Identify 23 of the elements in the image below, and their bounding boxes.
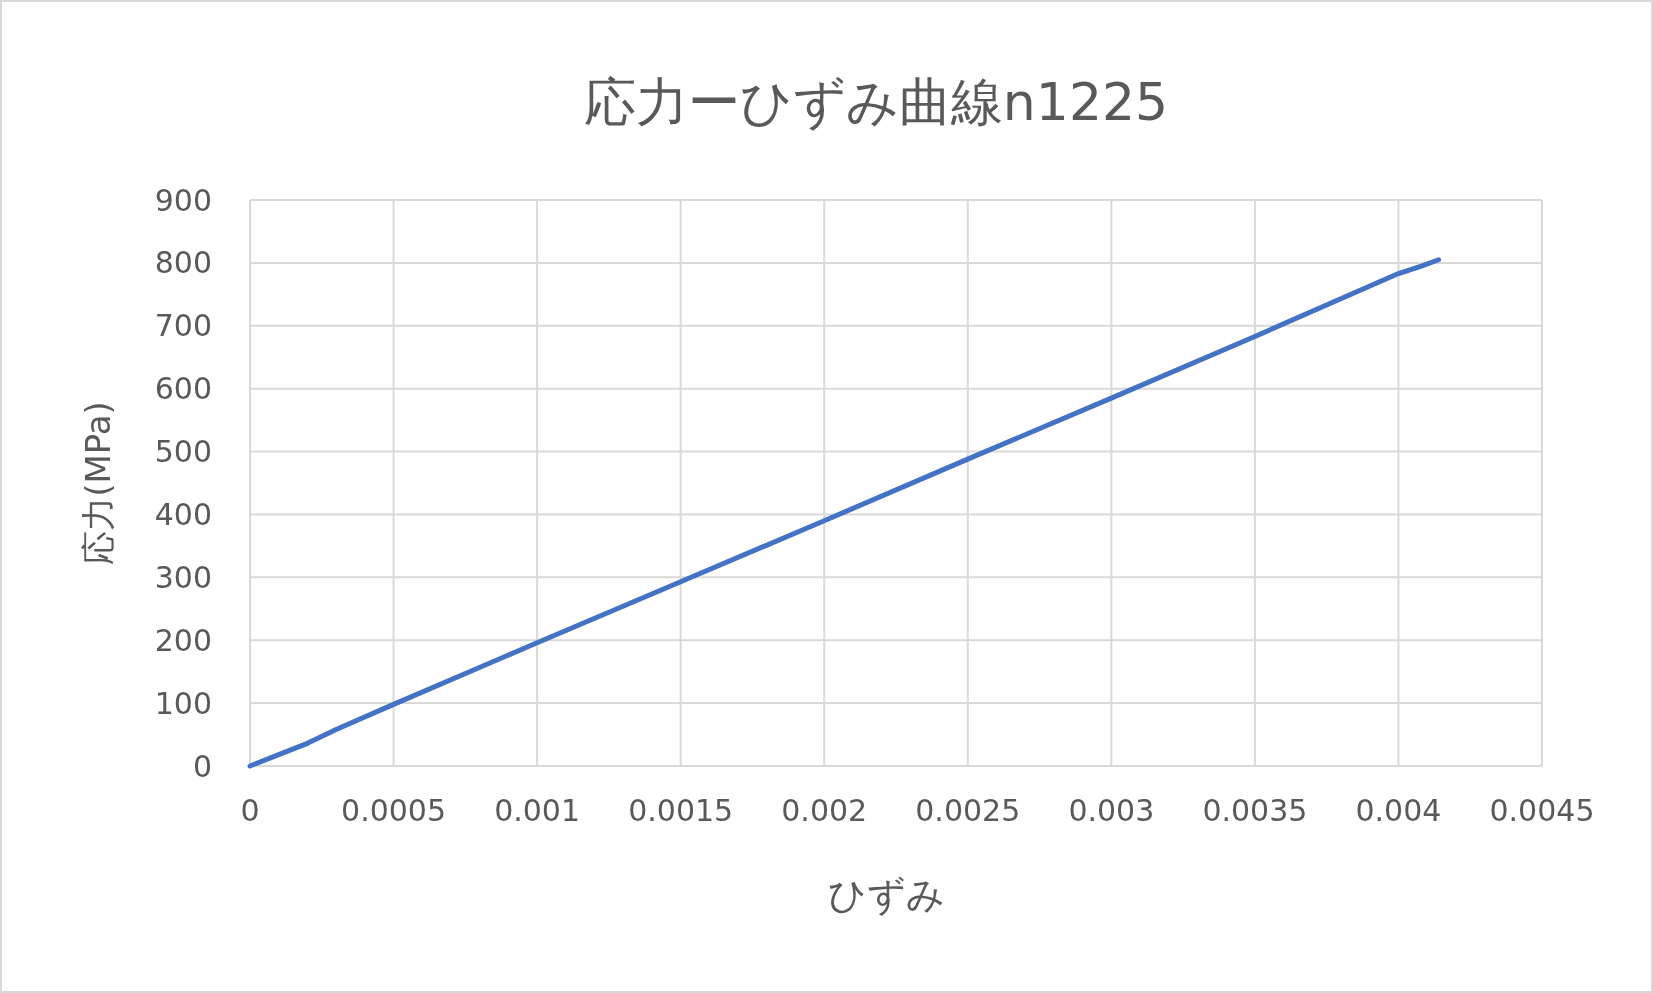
x-tick-label: 0.0035 — [1202, 793, 1308, 828]
y-tick-label: 100 — [154, 685, 212, 721]
x-tick-label: 0.002 — [781, 793, 868, 828]
x-tick-label: 0.0025 — [915, 793, 1021, 828]
x-axis-title: ひずみ — [827, 873, 945, 917]
y-tick-label: 700 — [154, 308, 212, 344]
y-tick-label: 200 — [154, 622, 212, 658]
chart-title: 応力ーひずみ曲線n1225 — [583, 72, 1169, 132]
y-tick-label: 300 — [154, 559, 212, 595]
y-tick-label: 0 — [192, 748, 212, 784]
x-tick-label: 0.004 — [1355, 793, 1442, 828]
y-axis-title: 応力(MPa) — [78, 401, 118, 565]
y-tick-label: 500 — [154, 434, 212, 470]
y-tick-label: 800 — [154, 245, 212, 281]
x-tick-label: 0.0015 — [628, 793, 734, 828]
x-tick-label: 0 — [240, 793, 260, 828]
x-tick-label: 0.0005 — [341, 793, 447, 828]
y-tick-label: 900 — [154, 182, 212, 218]
y-tick-label: 600 — [154, 371, 212, 407]
x-tick-label: 0.003 — [1068, 793, 1155, 828]
y-tick-label: 400 — [154, 496, 212, 532]
x-tick-label: 0.0045 — [1489, 793, 1595, 828]
x-tick-label: 0.001 — [494, 793, 581, 828]
